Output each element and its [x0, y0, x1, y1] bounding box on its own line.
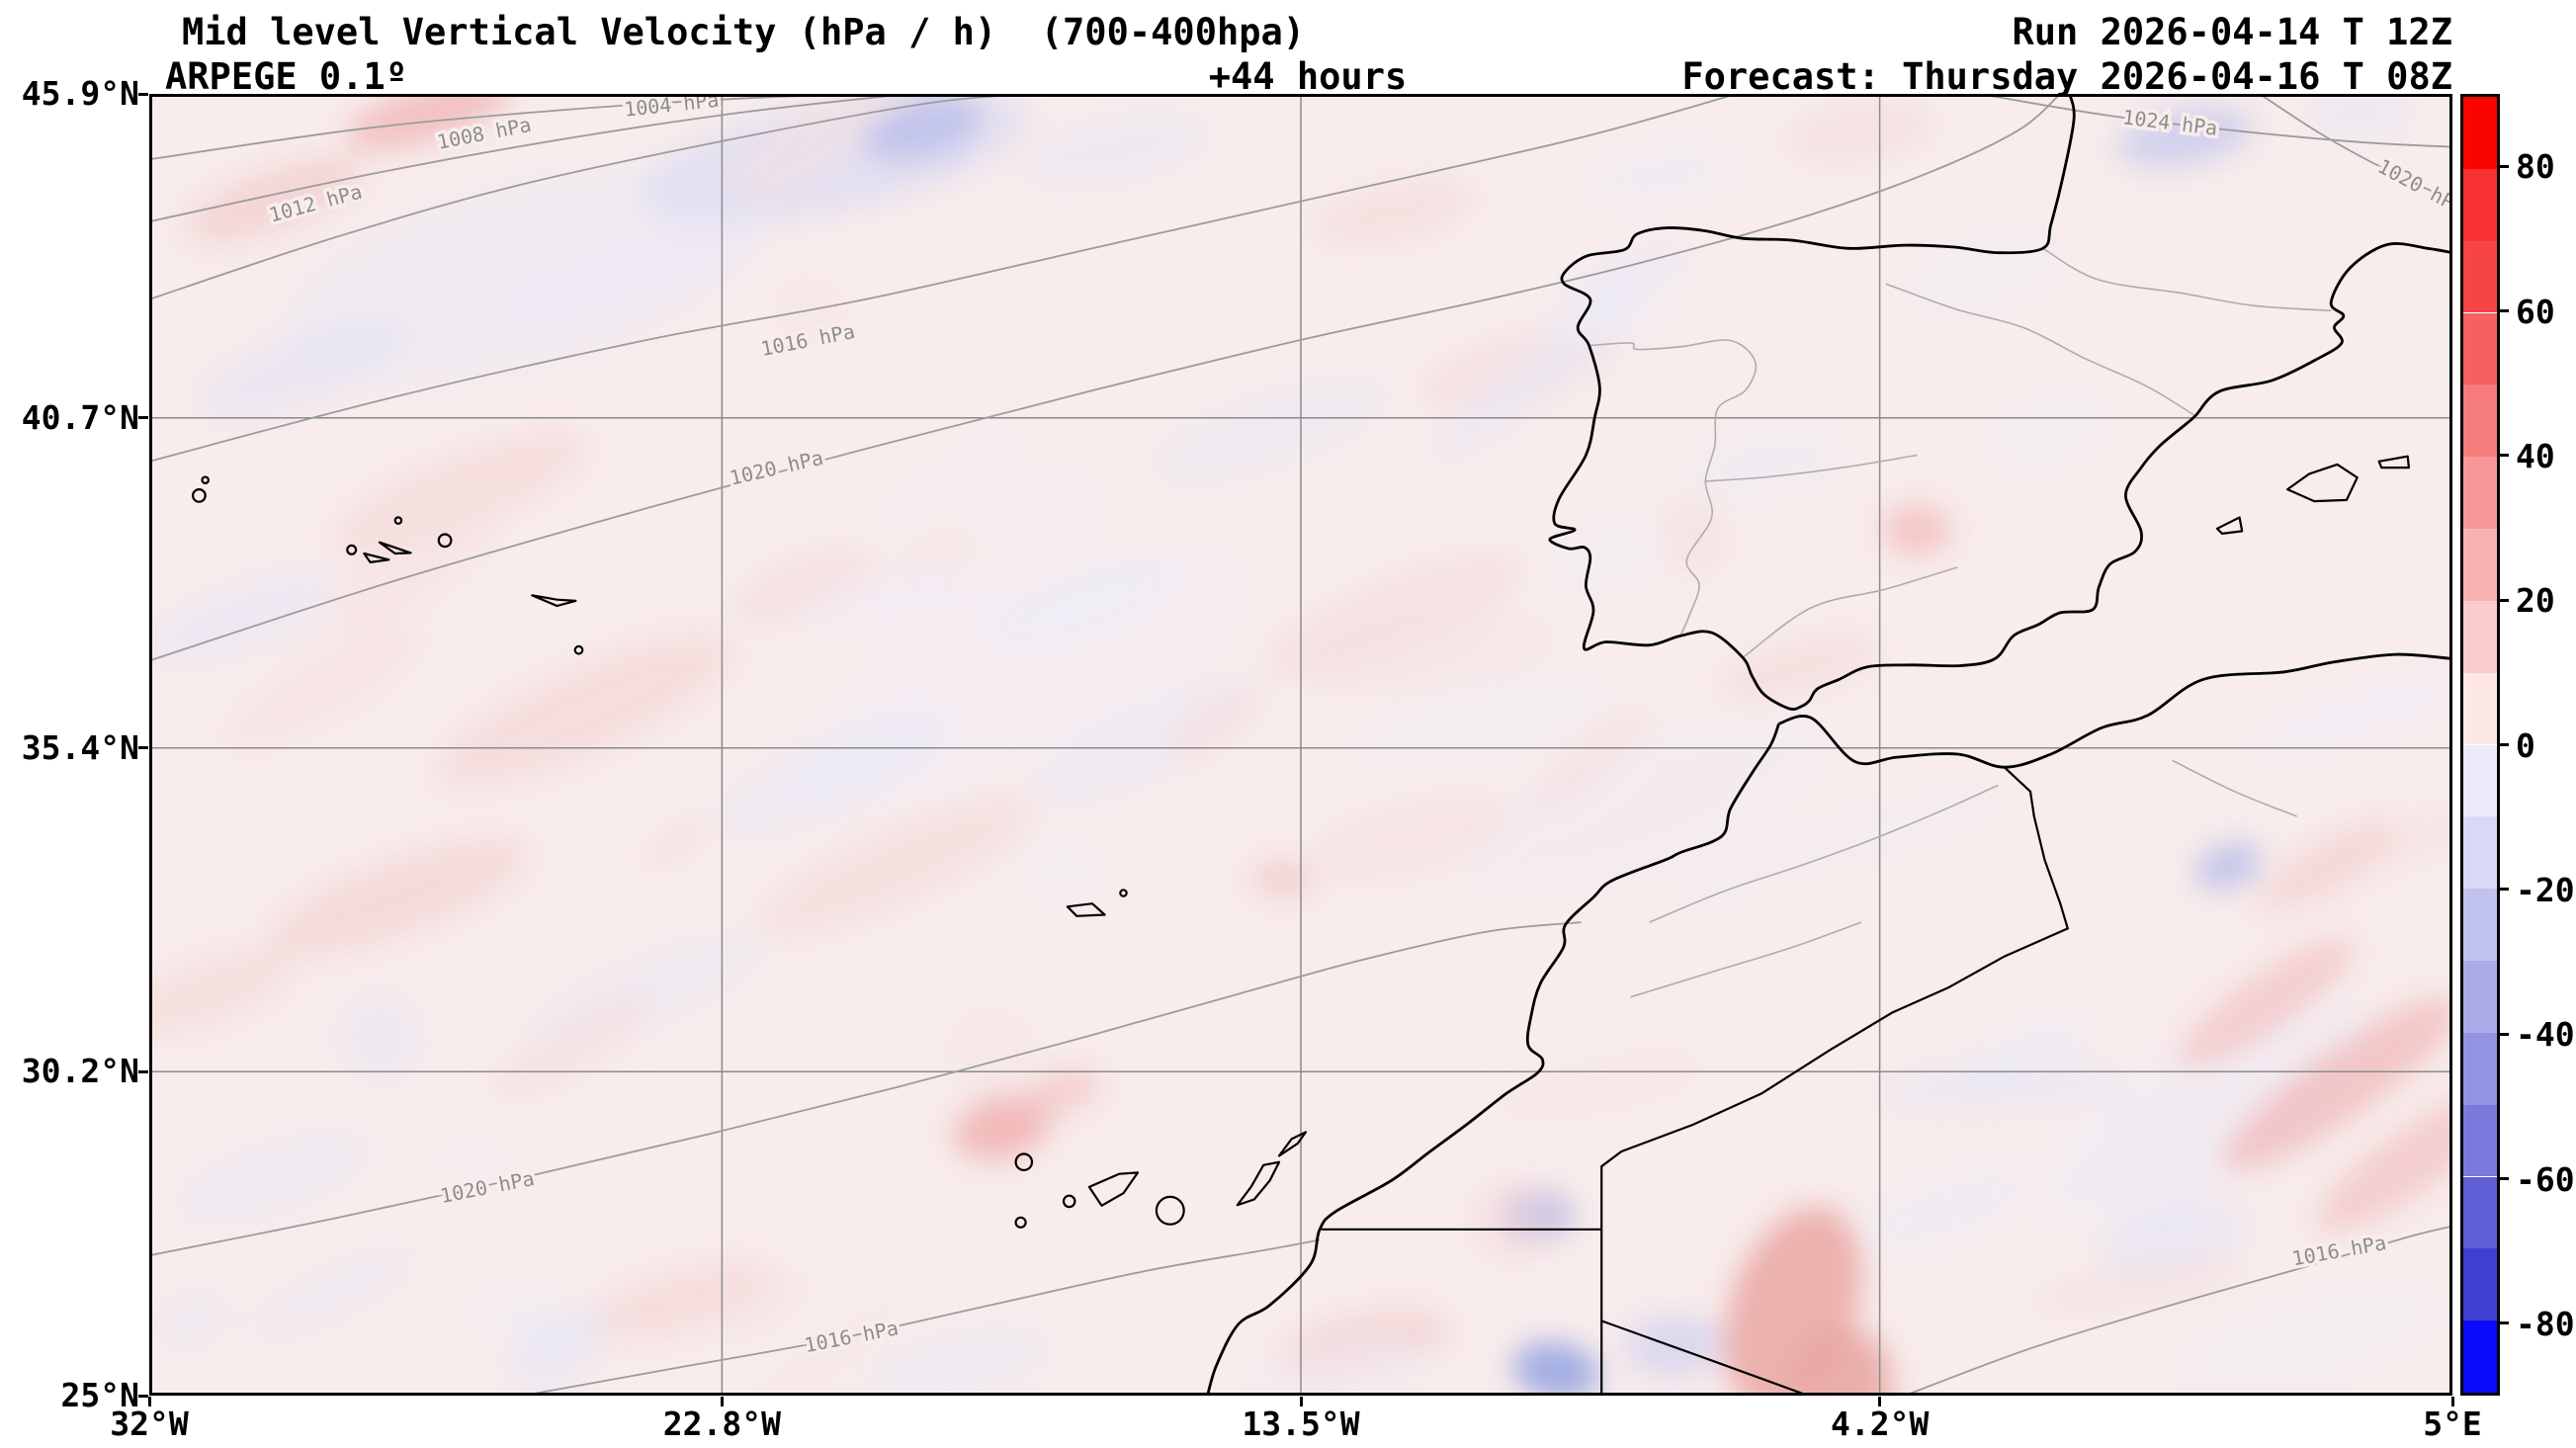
map-frame: [149, 94, 2452, 1396]
x-tick-label: 22.8°W: [662, 1405, 781, 1443]
colorbar-tick-mark: [2500, 1321, 2509, 1325]
y-tick-label: 35.4°N: [21, 727, 139, 767]
y-tick-label: 40.7°N: [21, 397, 139, 437]
y-tick-mark: [138, 92, 148, 96]
colorbar-segment: [2463, 97, 2497, 169]
y-tick-label: 25°N: [60, 1376, 139, 1414]
colorbar-tick-label: 40: [2516, 436, 2555, 475]
y-tick-label: 30.2°N: [21, 1052, 139, 1091]
x-tick-mark: [147, 1397, 151, 1406]
colorbar-segment: [2463, 1248, 2497, 1321]
vertical-velocity-shading: [149, 94, 2452, 1396]
grid-lines: [149, 94, 2452, 1396]
colorbar-tick-label: 20: [2516, 581, 2555, 621]
y-tick-mark: [138, 1394, 148, 1398]
map-canvas: 1004 hPa 1008 hPa 1012 hPa 1016 hPa 1020 hPa…: [149, 94, 2452, 1396]
colorbar-segment: [2463, 240, 2497, 313]
colorbar-tick-label: 60: [2516, 292, 2555, 331]
valid-time: Forecast: Thursday 2026-04-16 T 08Z: [1681, 55, 2452, 98]
colorbar: [2460, 94, 2500, 1396]
colorbar-segment: [2463, 600, 2497, 673]
run-info: Run 2026-04-14 T 12Z: [2012, 11, 2452, 53]
y-tick-mark: [138, 746, 148, 750]
colorbar-segment: [2463, 1176, 2497, 1249]
x-tick-mark: [1878, 1397, 1882, 1406]
colorbar-tick-mark: [2500, 1177, 2509, 1180]
x-tick-mark: [720, 1397, 724, 1406]
colorbar-segment: [2463, 744, 2497, 817]
y-tick-mark: [138, 1069, 148, 1073]
x-tick-mark: [2450, 1397, 2454, 1406]
colorbar-tick-mark: [2500, 309, 2509, 312]
colorbar-tick-label: -60: [2516, 1159, 2575, 1199]
isobar-lines: [149, 94, 2452, 1396]
colorbar-segment: [2463, 1032, 2497, 1105]
colorbar-segment: [2463, 672, 2497, 745]
colorbar-tick-mark: [2500, 164, 2509, 168]
forecast-lead-time: +44 hours: [1208, 55, 1408, 98]
colorbar-tick-label: 0: [2516, 725, 2535, 765]
model-name: ARPEGE 0.1º: [165, 55, 408, 98]
colorbar-segment: [2463, 1320, 2497, 1393]
colorbar-segment: [2463, 457, 2497, 529]
x-tick-label: 4.2°W: [1830, 1405, 1930, 1443]
x-tick-label: 13.5°W: [1242, 1405, 1360, 1443]
y-tick-label: 45.9°N: [21, 74, 139, 113]
colorbar-tick-label: -40: [2516, 1015, 2575, 1055]
colorbar-segment: [2463, 889, 2497, 961]
country-borders-rivers: [1589, 247, 2332, 998]
colorbar-segment: [2463, 1104, 2497, 1177]
political-borders: [1321, 766, 2070, 1396]
x-tick-mark: [1299, 1397, 1303, 1406]
colorbar-tick-label: -80: [2516, 1304, 2575, 1343]
colorbar-segment: [2463, 384, 2497, 458]
page-title: Mid level Vertical Velocity (hPa / h) (7…: [182, 11, 1306, 53]
y-tick-mark: [138, 416, 148, 420]
colorbar-tick-mark: [2500, 1032, 2509, 1036]
colorbar-segment: [2463, 961, 2497, 1033]
colorbar-segment: [2463, 168, 2497, 241]
colorbar-tick-label: 80: [2516, 147, 2555, 187]
colorbar-segment: [2463, 816, 2497, 890]
colorbar-tick-label: -20: [2516, 870, 2575, 909]
x-tick-label: 5°E: [2423, 1405, 2482, 1443]
colorbar-segment: [2463, 529, 2497, 601]
colorbar-segment: [2463, 312, 2497, 385]
colorbar-tick-mark: [2500, 888, 2509, 892]
colorbar-tick-mark: [2500, 454, 2509, 458]
x-tick-label: 32°W: [110, 1405, 189, 1443]
colorbar-tick-mark: [2500, 598, 2509, 602]
coastlines: [192, 94, 2452, 1396]
colorbar-tick-mark: [2500, 743, 2509, 746]
